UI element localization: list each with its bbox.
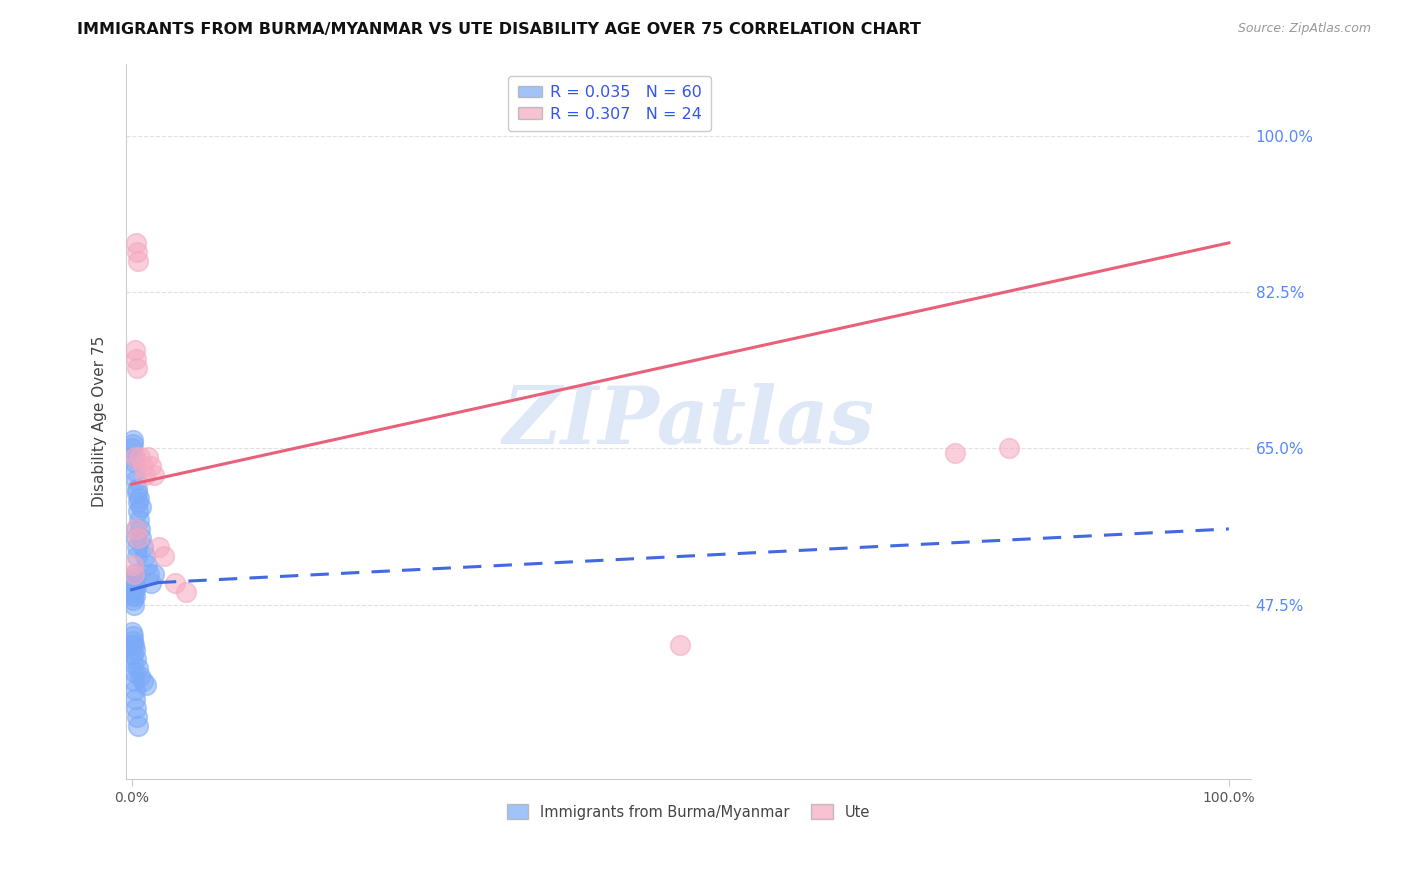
Point bbox=[134, 468, 156, 483]
Point bbox=[125, 522, 148, 536]
Point bbox=[127, 531, 149, 545]
Point bbox=[122, 437, 145, 451]
Point bbox=[121, 558, 143, 572]
Point bbox=[122, 665, 145, 679]
Point bbox=[122, 455, 145, 469]
Point bbox=[127, 660, 149, 674]
Point bbox=[125, 482, 148, 496]
Point bbox=[125, 549, 148, 563]
Point bbox=[125, 244, 148, 259]
Point bbox=[121, 442, 143, 456]
Point bbox=[121, 584, 143, 599]
Point bbox=[134, 549, 156, 563]
Point bbox=[125, 235, 148, 250]
Point bbox=[148, 540, 170, 554]
Point bbox=[124, 642, 146, 657]
Point bbox=[127, 504, 149, 518]
Point bbox=[165, 575, 187, 590]
Point bbox=[124, 584, 146, 599]
Point bbox=[124, 691, 146, 706]
Point bbox=[122, 450, 145, 465]
Point bbox=[122, 598, 145, 612]
Text: Source: ZipAtlas.com: Source: ZipAtlas.com bbox=[1237, 22, 1371, 36]
Point bbox=[121, 638, 143, 652]
Point bbox=[121, 580, 143, 594]
Point bbox=[141, 459, 163, 474]
Point bbox=[122, 633, 145, 648]
Point bbox=[121, 647, 143, 661]
Point bbox=[128, 513, 150, 527]
Point bbox=[124, 571, 146, 585]
Point bbox=[121, 629, 143, 643]
Point bbox=[124, 566, 146, 581]
Point bbox=[125, 486, 148, 500]
Point bbox=[124, 343, 146, 358]
Point bbox=[121, 433, 143, 447]
Point bbox=[129, 522, 152, 536]
Point bbox=[124, 575, 146, 590]
Point bbox=[128, 491, 150, 505]
Point bbox=[121, 624, 143, 639]
Point bbox=[125, 580, 148, 594]
Point bbox=[122, 580, 145, 594]
Point bbox=[122, 638, 145, 652]
Point bbox=[943, 446, 966, 460]
Point bbox=[131, 459, 153, 474]
Point bbox=[138, 566, 160, 581]
Point bbox=[127, 495, 149, 509]
Point bbox=[125, 651, 148, 665]
Point bbox=[131, 500, 153, 514]
Point bbox=[125, 361, 148, 376]
Point bbox=[125, 540, 148, 554]
Point bbox=[125, 352, 148, 367]
Point bbox=[124, 450, 146, 465]
Point bbox=[122, 575, 145, 590]
Point bbox=[131, 673, 153, 688]
Point bbox=[136, 558, 159, 572]
Y-axis label: Disability Age Over 75: Disability Age Over 75 bbox=[93, 336, 107, 508]
Point bbox=[135, 678, 157, 692]
Legend: Immigrants from Burma/Myanmar, Ute: Immigrants from Burma/Myanmar, Ute bbox=[501, 798, 876, 826]
Point bbox=[122, 589, 145, 603]
Text: IMMIGRANTS FROM BURMA/MYANMAR VS UTE DISABILITY AGE OVER 75 CORRELATION CHART: IMMIGRANTS FROM BURMA/MYANMAR VS UTE DIS… bbox=[77, 22, 921, 37]
Point bbox=[142, 468, 165, 483]
Point bbox=[127, 253, 149, 268]
Point bbox=[176, 584, 198, 599]
Point bbox=[122, 566, 145, 581]
Point bbox=[998, 442, 1021, 456]
Point bbox=[124, 682, 146, 697]
Point bbox=[125, 522, 148, 536]
Point bbox=[124, 589, 146, 603]
Point bbox=[121, 575, 143, 590]
Point bbox=[153, 549, 176, 563]
Point bbox=[125, 709, 148, 723]
Point bbox=[124, 464, 146, 478]
Point bbox=[131, 540, 153, 554]
Point bbox=[122, 656, 145, 670]
Point bbox=[127, 718, 149, 732]
Point bbox=[125, 473, 148, 487]
Point bbox=[669, 638, 692, 652]
Point bbox=[125, 700, 148, 714]
Point bbox=[141, 575, 163, 590]
Point bbox=[136, 450, 159, 465]
Point bbox=[124, 673, 146, 688]
Point bbox=[125, 531, 148, 545]
Point bbox=[142, 566, 165, 581]
Point bbox=[129, 669, 152, 683]
Point bbox=[122, 593, 145, 607]
Point bbox=[129, 450, 152, 465]
Point bbox=[131, 531, 153, 545]
Text: ZIPatlas: ZIPatlas bbox=[502, 383, 875, 460]
